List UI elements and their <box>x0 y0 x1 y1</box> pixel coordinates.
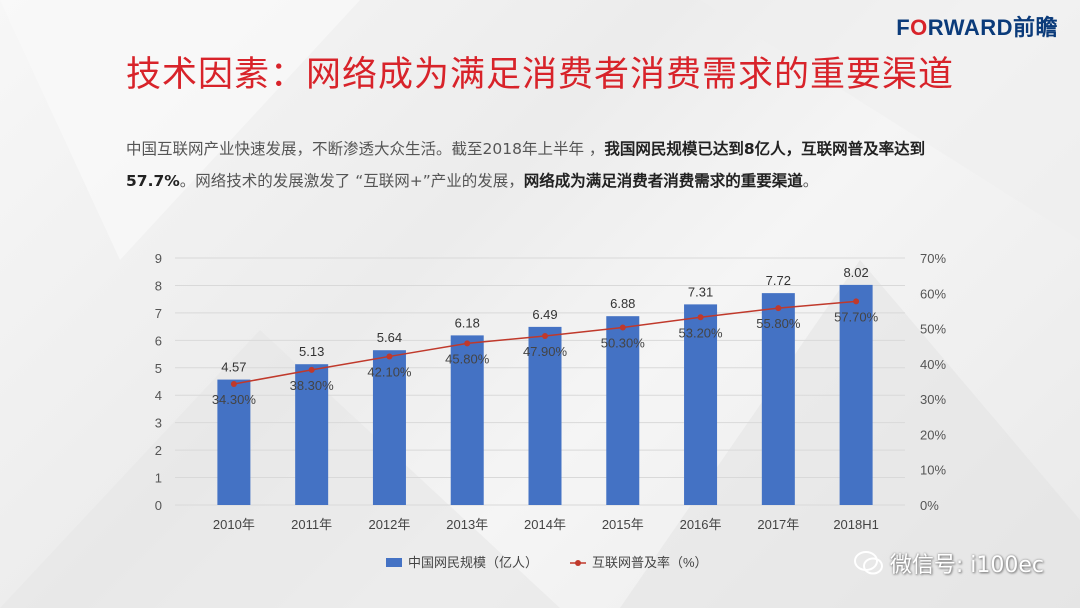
line-point <box>542 332 548 339</box>
line-point <box>853 298 860 305</box>
legend-line-marker <box>575 560 581 566</box>
para-text-2: 。网络技术的发展激发了 “互联网+”产业的发展， <box>179 172 524 190</box>
y-left-tick-label: 4 <box>155 388 162 403</box>
line-point <box>386 353 393 360</box>
wechat-watermark: 微信号: i100ec <box>853 547 1044 579</box>
y-left-tick-label: 9 <box>155 251 162 266</box>
intro-paragraph: 中国互联网产业快速发展，不断渗透大众生活。截至2018年上半年 ，我国网民规模已… <box>126 133 966 197</box>
bar-value-label: 5.64 <box>377 330 402 345</box>
y-right-tick-label: 0% <box>920 498 939 513</box>
y-right-tick-label: 10% <box>920 463 946 478</box>
bar <box>295 364 329 505</box>
y-left-tick-label: 2 <box>155 443 162 458</box>
y-left-tick-label: 3 <box>155 416 162 431</box>
bar-value-label: 6.88 <box>610 296 635 311</box>
y-right-tick-label: 30% <box>920 392 946 407</box>
y-left-tick-label: 1 <box>155 471 162 486</box>
y-right-tick-label: 60% <box>920 286 946 301</box>
x-tick-label: 2017年 <box>757 517 799 532</box>
bar <box>217 379 251 505</box>
y-left-tick-label: 7 <box>155 306 162 321</box>
page-title: 技术因素：网络成为满足消费者消费需求的重要渠道 <box>126 55 955 95</box>
legend-line-label: 互联网普及率（%） <box>592 555 708 570</box>
line-point <box>308 366 315 373</box>
y-right-tick-label: 50% <box>920 322 946 337</box>
y-left-tick-label: 5 <box>155 361 162 376</box>
bar-value-label: 5.13 <box>299 344 324 359</box>
line-value-label: 34.30% <box>212 392 257 407</box>
para-text-3: 。 <box>802 172 819 190</box>
bar-value-label: 7.72 <box>766 273 791 288</box>
x-tick-label: 2016年 <box>680 517 722 532</box>
bar-value-label: 4.57 <box>221 360 246 375</box>
forward-logo: FORWARD前瞻 <box>896 15 1058 40</box>
line-value-label: 53.20% <box>679 325 724 340</box>
y-right-tick-label: 20% <box>920 427 946 442</box>
line-value-label: 45.80% <box>445 351 490 366</box>
line-point <box>464 340 471 347</box>
y-right-tick-label: 70% <box>920 251 946 266</box>
line-value-label: 38.30% <box>290 378 335 393</box>
x-tick-label: 2018H1 <box>833 517 879 532</box>
x-tick-label: 2010年 <box>213 517 255 532</box>
wechat-icon <box>853 551 883 575</box>
para-bold-1: 我国网民规模已达到8亿人，互联网普及率达到57.7% <box>126 140 926 190</box>
bar <box>450 335 484 505</box>
x-tick-label: 2015年 <box>602 517 644 532</box>
line-value-label: 57.70% <box>834 309 879 324</box>
line-value-label: 47.90% <box>523 344 568 359</box>
x-tick-label: 2014年 <box>524 517 566 532</box>
line-point <box>697 314 704 321</box>
x-tick-label: 2013年 <box>446 517 488 532</box>
y-left-tick-label: 6 <box>155 333 162 348</box>
bar <box>528 326 562 505</box>
y-left-tick-label: 8 <box>155 278 162 293</box>
legend-bar-swatch <box>386 558 402 567</box>
para-bold-2: 网络成为满足消费者消费需求的重要渠道 <box>523 172 803 190</box>
bar-value-label: 7.31 <box>688 284 713 299</box>
legend-bar-label: 中国网民规模（亿人） <box>408 555 538 570</box>
bar-value-label: 6.18 <box>455 315 480 330</box>
line-value-label: 55.80% <box>756 316 801 331</box>
x-tick-label: 2011年 <box>291 517 332 532</box>
y-right-tick-label: 40% <box>920 357 946 372</box>
bar-value-label: 8.02 <box>843 265 868 280</box>
para-text-1: 中国互联网产业快速发展，不断渗透大众生活。截至2018年上半年 ， <box>126 140 605 158</box>
wechat-id: 微信号: i100ec <box>889 553 1044 578</box>
bar <box>606 316 640 505</box>
y-left-tick-label: 0 <box>155 498 162 513</box>
x-tick-label: 2012年 <box>368 517 410 532</box>
line-value-label: 42.10% <box>367 364 412 379</box>
bar <box>761 293 795 505</box>
line-point <box>619 324 626 331</box>
line-value-label: 50.30% <box>601 336 646 351</box>
bar-value-label: 6.49 <box>532 307 557 322</box>
bar <box>684 304 718 505</box>
line-point <box>775 305 782 312</box>
bar <box>372 350 406 505</box>
bar <box>839 284 873 505</box>
line-point <box>230 380 237 387</box>
